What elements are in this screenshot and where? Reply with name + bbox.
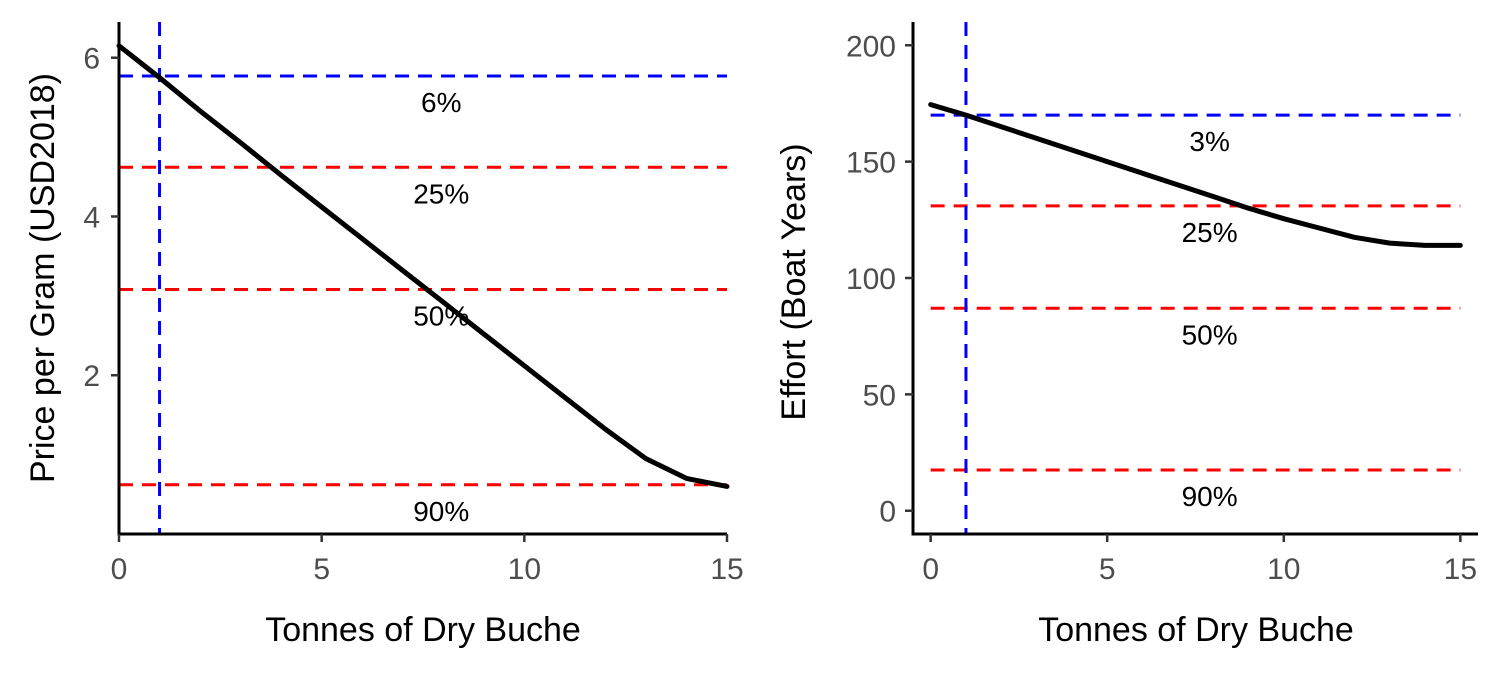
price-panel-y-tick-label-2: 2	[83, 360, 100, 393]
price-panel: Tonnes of Dry Buche Price per Gram (USD2…	[24, 22, 744, 649]
price-panel-x-tick-label-10: 10	[508, 553, 541, 586]
effort-panel-x-tick-label-15: 15	[1444, 553, 1477, 586]
effort-panel: Tonnes of Dry Buche Effort (Boat Years) …	[775, 22, 1478, 649]
price-panel-hline-label-3: 90%	[413, 496, 469, 527]
price-panel-hline-label-2: 50%	[413, 301, 469, 332]
price-panel-hline-label-1: 25%	[413, 178, 469, 209]
price-panel-x-tick-label-5: 5	[313, 553, 330, 586]
effort-panel-hline-label-1: 25%	[1182, 217, 1238, 248]
effort-panel-x-tick-label-5: 5	[1099, 553, 1116, 586]
effort-panel-series-line	[928, 102, 1463, 248]
effort-panel-y-tick-label-50: 50	[863, 379, 896, 412]
price-panel-y-tick-label-4: 4	[83, 201, 100, 234]
effort-panel-y-tick-label-0: 0	[879, 496, 896, 529]
price-panel-x-tick-label-15: 15	[710, 553, 743, 586]
price-panel-y-tick-label-6: 6	[83, 43, 100, 76]
price-panel-y-axis-title: Price per Gram (USD2018)	[24, 73, 62, 483]
price-panel-hline-label-0: 6%	[421, 87, 461, 118]
effort-panel-x-tick-label-0: 0	[922, 553, 939, 586]
effort-panel-hline-label-3: 90%	[1182, 481, 1238, 512]
price-panel-x-axis-title: Tonnes of Dry Buche	[265, 611, 581, 649]
effort-panel-hline-label-2: 50%	[1182, 319, 1238, 350]
price-panel-series-line	[116, 43, 730, 489]
effort-panel-y-tick-label-150: 150	[846, 147, 896, 180]
effort-panel-hline-label-0: 3%	[1189, 126, 1229, 157]
effort-panel-x-axis-title: Tonnes of Dry Buche	[1038, 611, 1354, 649]
effort-panel-y-axis-title: Effort (Boat Years)	[775, 143, 813, 420]
effort-panel-y-tick-label-100: 100	[846, 263, 896, 296]
effort-panel-y-tick-label-200: 200	[846, 30, 896, 63]
effort-panel-x-tick-label-10: 10	[1267, 553, 1300, 586]
price-panel-x-tick-label-0: 0	[111, 553, 128, 586]
